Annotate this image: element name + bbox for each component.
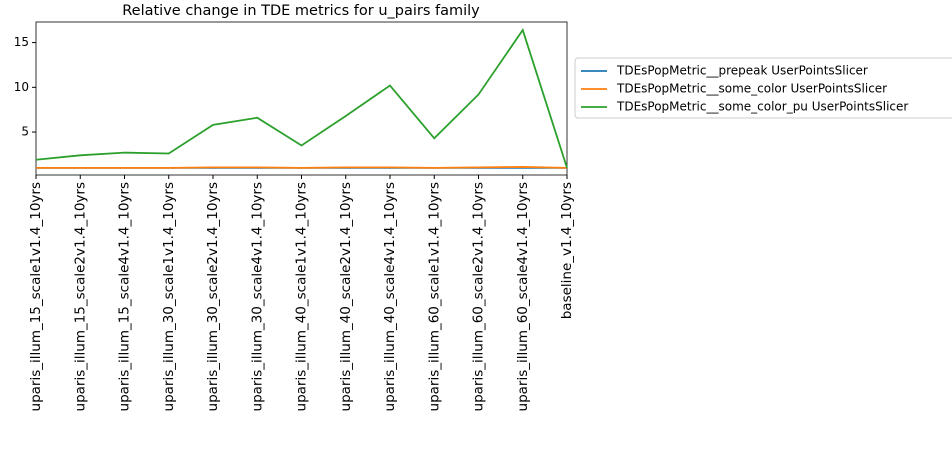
- x-tick-label: uparis_illum_30_scale2v1.4_10yrs: [205, 182, 221, 411]
- x-tick-label: uparis_illum_40_scale1v1.4_10yrs: [294, 182, 310, 411]
- x-tick-label: uparis_illum_30_scale1v1.4_10yrs: [161, 182, 177, 411]
- y-tick-label: 15: [14, 35, 29, 49]
- x-tick-label: uparis_illum_60_scale4v1.4_10yrs: [515, 182, 531, 411]
- legend-box: [574, 57, 952, 119]
- legend-label: TDEsPopMetric__prepeak UserPointsSlicer: [616, 64, 868, 78]
- x-tick-label: uparis_illum_30_scale4v1.4_10yrs: [249, 182, 265, 411]
- x-tick-label: uparis_illum_40_scale2v1.4_10yrs: [338, 182, 354, 411]
- x-tick-label: uparis_illum_40_scale4v1.4_10yrs: [382, 182, 398, 411]
- plot-frame: [35, 21, 568, 176]
- series-line: [35, 28, 568, 169]
- x-tick-label: uparis_illum_60_scale2v1.4_10yrs: [471, 182, 487, 411]
- legend-label: TDEsPopMetric__some_color_pu UserPointsS…: [616, 100, 908, 114]
- x-tick-label: uparis_illum_15_scale2v1.4_10yrs: [72, 182, 88, 411]
- y-tick-label: 10: [14, 80, 29, 94]
- x-tick-label: uparis_illum_15_scale4v1.4_10yrs: [117, 182, 133, 411]
- x-tick-label: uparis_illum_15_scale1v1.4_10yrs: [28, 182, 44, 411]
- x-tick-label: baseline_v1.4_10yrs: [559, 182, 575, 319]
- y-tick-label: 5: [21, 125, 29, 139]
- x-tick-label: uparis_illum_60_scale1v1.4_10yrs: [426, 182, 442, 411]
- series-line: [36, 166, 568, 169]
- chart-title: Relative change in TDE metrics for u_pai…: [122, 3, 480, 19]
- legend-label: TDEsPopMetric__some_color UserPointsSlic…: [616, 82, 887, 96]
